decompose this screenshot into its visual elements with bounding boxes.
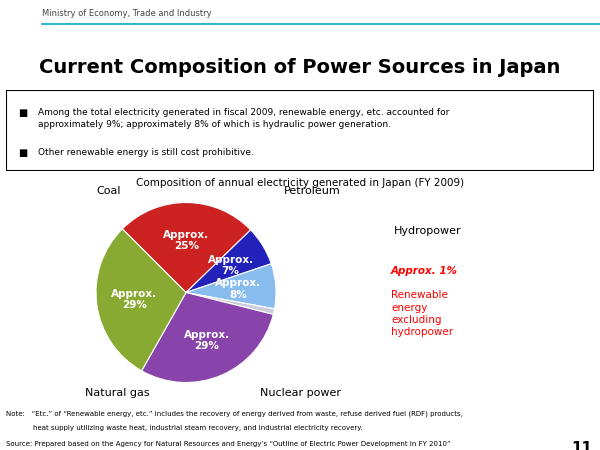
Text: Note:   “Etc.” of “Renewable energy, etc.” includes the recovery of energy deriv: Note: “Etc.” of “Renewable energy, etc.”… [6, 410, 463, 417]
Wedge shape [122, 202, 251, 292]
Text: Approx.
7%: Approx. 7% [260, 205, 303, 227]
Text: Natural gas: Natural gas [85, 388, 150, 398]
Text: Nuclear power: Nuclear power [260, 388, 341, 398]
Text: Coal: Coal [97, 185, 121, 195]
Text: ■: ■ [18, 108, 27, 118]
Text: Composition of annual electricity generated in Japan (FY 2009): Composition of annual electricity genera… [136, 178, 464, 188]
Text: Approx.
29%: Approx. 29% [184, 330, 230, 351]
Text: Approx.
8%: Approx. 8% [215, 278, 261, 300]
Text: Current Composition of Power Sources in Japan: Current Composition of Power Sources in … [40, 58, 560, 77]
Wedge shape [142, 292, 273, 382]
Text: Approx. 1%: Approx. 1% [391, 266, 458, 276]
Text: ■: ■ [18, 148, 27, 158]
Text: Other renewable energy is still cost prohibitive.: Other renewable energy is still cost pro… [38, 148, 254, 157]
Text: Approx.
8%: Approx. 8% [301, 228, 344, 249]
Text: Hydropower: Hydropower [394, 226, 462, 236]
Text: Approx.
7%: Approx. 7% [208, 255, 254, 276]
Text: Ministry of Economy, Trade and Industry: Ministry of Economy, Trade and Industry [42, 9, 212, 18]
Text: Source: Prepared based on the Agency for Natural Resources and Energy’s “Outline: Source: Prepared based on the Agency for… [6, 441, 451, 447]
Wedge shape [186, 292, 275, 315]
Wedge shape [96, 229, 186, 371]
Text: Approx.
29%: Approx. 29% [111, 289, 157, 310]
Text: Among the total electricity generated in fiscal 2009, renewable energy, etc. acc: Among the total electricity generated in… [38, 108, 450, 129]
Text: Approx.
25%: Approx. 25% [163, 230, 209, 251]
Text: Petroleum: Petroleum [283, 185, 340, 195]
FancyBboxPatch shape [6, 90, 594, 171]
Text: Renewable
energy
excluding
hydropower: Renewable energy excluding hydropower [391, 290, 453, 338]
Text: heat supply utilizing waste heat, industrial steam recovery, and industrial elec: heat supply utilizing waste heat, indust… [6, 425, 362, 431]
Text: 11: 11 [571, 441, 593, 450]
Wedge shape [186, 264, 276, 309]
Wedge shape [186, 230, 271, 292]
